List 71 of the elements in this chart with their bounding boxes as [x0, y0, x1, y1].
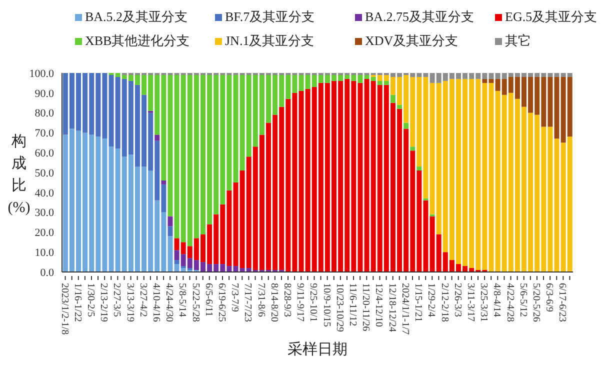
y-tick-label: 0.0	[40, 266, 54, 279]
x-tick-label: 11/6-11/12	[347, 283, 358, 326]
y-tick-label: 50.0	[34, 167, 54, 180]
y-tick-label: 90.0	[34, 88, 54, 100]
legend-label: XBB其他进化分支	[85, 32, 190, 50]
x-tick-label: 1/16-1/22	[72, 283, 83, 322]
x-tick-label: 2024/1/1-1/7	[399, 283, 410, 335]
x-tick-label: 2023/1/2-1/8	[58, 283, 70, 335]
x-tick-label: 3/27-4/2	[137, 283, 148, 317]
x-tick-label: 4/24-4/30	[164, 283, 175, 322]
bar	[416, 166, 422, 171]
x-tick-label: 4/10-4/16	[150, 283, 162, 322]
x-tick-label: 5/6-5/12	[517, 283, 528, 317]
x-tick-label: 1/15-1/21	[412, 283, 424, 322]
x-tick-label: 4/22-4/28	[504, 283, 516, 322]
legend-label: BA.5.2及其亚分支	[85, 8, 188, 26]
bar	[390, 94, 396, 103]
x-tick-label: 10/9-10/15	[320, 283, 332, 327]
bar	[168, 226, 173, 236]
x-tick-label: 12/18-12/24	[386, 283, 398, 332]
y-tick-label: 100.0	[29, 68, 54, 80]
x-tick-label: 1/29-2/4	[426, 283, 437, 317]
legend-label: BA.2.75及其亚分支	[365, 8, 474, 26]
y-tick-label: 70.0	[34, 128, 54, 140]
bar	[168, 216, 173, 226]
x-tick-label: 9/11-9/17	[294, 283, 306, 322]
x-tick-label: 6/3-6/9	[544, 283, 555, 312]
legend-label: EG.5及其亚分支	[505, 8, 598, 26]
bar	[174, 260, 180, 264]
y-tick-label: 80.0	[34, 108, 54, 120]
x-tick-label: 5/8-5/14	[176, 283, 188, 317]
x-tick-label: 7/3-7/9	[229, 283, 240, 312]
x-tick-label: 1/30-2/5	[84, 283, 96, 317]
x-tick-label: 8/28-9/3	[282, 283, 293, 317]
x-tick-label: 6/17-6/23	[556, 283, 568, 322]
x-tick-label: 5/22-5/28	[190, 283, 201, 322]
x-tick-label: 6/19-6/25	[216, 283, 228, 322]
bar	[410, 146, 416, 151]
legend-label: XDV及其亚分支	[365, 32, 458, 50]
y-tick-label: 60.0	[34, 148, 54, 160]
x-tick-label: 3/25-3/31	[478, 283, 490, 322]
y-tick-label: 20.0	[34, 227, 54, 240]
x-axis-title: 采样日期	[286, 340, 348, 359]
x-tick-label: 4/8-4/14	[491, 283, 502, 317]
x-tick-label: 8/14-8/20	[268, 283, 280, 322]
bar	[404, 122, 409, 129]
x-tick-label: 2/13-2/19	[98, 283, 110, 322]
y-tick-label: 40.0	[34, 187, 54, 200]
x-tick-label: 3/11-3/17	[464, 283, 476, 322]
bar	[161, 180, 166, 184]
y-tick-label: 30.0	[34, 207, 54, 220]
bar	[397, 104, 402, 109]
x-tick-label: 6/5-6/11	[202, 283, 214, 317]
y-tick-label: 10.0	[34, 247, 54, 260]
x-tick-label: 5/20-5/26	[530, 283, 542, 322]
x-tick-label: 3/13-3/19	[124, 283, 136, 322]
x-tick-label: 2/12-2/18	[438, 283, 450, 322]
legend-label: JN.1及其亚分支	[225, 32, 314, 50]
x-tick-label: 7/31-8/6	[255, 283, 266, 317]
x-tick-label: 2/27-3/5	[111, 283, 122, 317]
legend-label: 其它	[505, 32, 531, 50]
x-tick-label: 12/4-12/10	[373, 283, 384, 327]
y-axis-title: 构成比(%)	[8, 133, 30, 216]
x-tick-label: 9/25-10/1	[308, 283, 319, 322]
x-tick-label: 2/26-3/3	[452, 283, 463, 317]
x-tick-label: 10/23-10/29	[334, 283, 345, 332]
bar	[154, 134, 160, 141]
legend-label: BF.7及其亚分支	[225, 8, 315, 26]
bar	[482, 78, 488, 83]
x-tick-label: 7/17-7/23	[242, 283, 254, 322]
x-tick-label: 11/20-11/26	[360, 283, 372, 332]
